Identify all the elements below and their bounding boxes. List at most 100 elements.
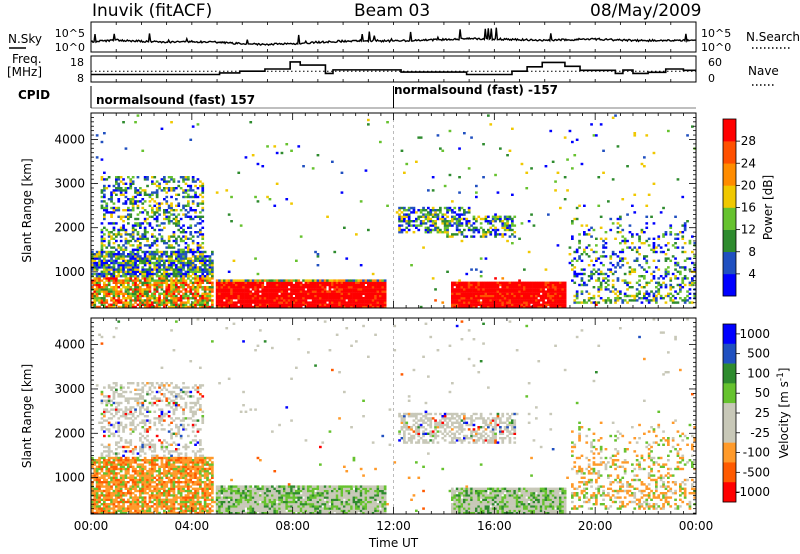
range-time-cell bbox=[518, 292, 521, 295]
range-time-cell bbox=[683, 275, 687, 278]
range-time-cell bbox=[163, 281, 166, 284]
range-time-cell bbox=[211, 299, 214, 302]
range-time-cell bbox=[331, 290, 334, 293]
range-time-cell bbox=[143, 281, 147, 284]
range-time-cell bbox=[155, 305, 159, 309]
range-time-cell bbox=[544, 290, 548, 293]
range-time-cell bbox=[561, 292, 565, 295]
range-time-cell bbox=[583, 250, 586, 254]
range-time-cell bbox=[220, 292, 224, 295]
range-time-cell bbox=[115, 476, 118, 479]
range-time-cell bbox=[655, 299, 658, 302]
range-time-cell bbox=[525, 301, 529, 304]
range-time-cell bbox=[496, 303, 500, 306]
range-time-cell bbox=[110, 408, 113, 411]
range-time-cell bbox=[647, 299, 651, 302]
range-time-cell bbox=[155, 244, 159, 247]
range-time-cell bbox=[280, 305, 284, 309]
range-time-cell bbox=[95, 505, 99, 508]
range-time-cell bbox=[314, 292, 317, 295]
range-time-cell bbox=[208, 299, 212, 302]
range-time-cell bbox=[664, 272, 668, 276]
range-time-cell bbox=[239, 281, 243, 284]
range-time-cell bbox=[247, 283, 250, 287]
range-time-cell bbox=[503, 297, 507, 300]
range-time-cell bbox=[122, 503, 125, 506]
range-time-cell bbox=[107, 259, 111, 262]
range-time-cell bbox=[347, 299, 351, 302]
range-time-cell bbox=[479, 288, 483, 291]
range-time-cell bbox=[175, 222, 178, 225]
range-time-cell bbox=[333, 294, 337, 298]
range-time-cell bbox=[479, 257, 483, 260]
range-time-cell bbox=[458, 281, 461, 284]
range-time-cell bbox=[191, 195, 195, 199]
range-time-cell bbox=[131, 461, 135, 464]
range-time-cell bbox=[129, 505, 133, 508]
range-time-cell bbox=[170, 178, 173, 181]
range-time-cell bbox=[251, 297, 255, 300]
range-time-cell bbox=[143, 226, 147, 229]
range-time-cell bbox=[146, 268, 149, 271]
range-time-cell bbox=[623, 299, 627, 302]
range-time-cell bbox=[575, 217, 579, 221]
range-time-cell bbox=[491, 215, 495, 218]
range-time-cell bbox=[304, 305, 308, 309]
range-time-cell bbox=[117, 198, 121, 201]
range-time-cell bbox=[105, 465, 109, 468]
range-time-cell bbox=[211, 253, 214, 256]
range-time-cell bbox=[110, 511, 113, 515]
range-time-cell bbox=[683, 222, 687, 225]
range-time-cell bbox=[309, 301, 313, 304]
range-time-cell bbox=[117, 290, 121, 293]
range-time-cell bbox=[93, 297, 97, 300]
range-time-cell bbox=[436, 231, 440, 234]
range-time-cell bbox=[614, 266, 617, 269]
range-time-cell bbox=[359, 281, 363, 284]
range-time-cell bbox=[479, 305, 483, 309]
range-time-cell bbox=[511, 294, 514, 298]
range-time-cell bbox=[376, 286, 380, 289]
range-time-cell bbox=[602, 149, 605, 152]
range-time-cell bbox=[163, 242, 166, 245]
range-time-cell bbox=[494, 213, 497, 216]
range-time-cell bbox=[115, 481, 118, 484]
range-time-cell bbox=[431, 224, 435, 227]
range-time-cell bbox=[218, 303, 221, 306]
range-time-cell bbox=[153, 191, 157, 194]
range-time-cell bbox=[655, 297, 658, 300]
range-time-cell bbox=[98, 279, 101, 282]
range-time-cell bbox=[235, 297, 238, 300]
range-time-cell bbox=[103, 195, 106, 199]
range-time-cell bbox=[573, 275, 577, 278]
range-time-cell bbox=[172, 189, 176, 192]
range-time-cell bbox=[177, 290, 181, 293]
range-time-cell bbox=[609, 261, 613, 265]
range-time-cell bbox=[359, 292, 363, 295]
range-time-cell bbox=[155, 237, 159, 240]
range-time-cell bbox=[436, 215, 440, 218]
range-time-cell bbox=[184, 255, 188, 258]
range-time-cell bbox=[489, 288, 493, 291]
range-time-cell bbox=[691, 283, 694, 287]
range-time-cell bbox=[119, 415, 123, 418]
range-time-cell bbox=[614, 297, 617, 300]
range-time-cell bbox=[182, 288, 185, 291]
range-time-cell bbox=[563, 281, 567, 284]
range-time-cell bbox=[160, 279, 164, 282]
range-time-cell bbox=[153, 235, 157, 238]
range-time-cell bbox=[628, 224, 632, 227]
range-time-cell bbox=[268, 198, 272, 201]
range-time-cell bbox=[175, 204, 178, 207]
range-time-cell bbox=[309, 297, 313, 300]
range-time-cell bbox=[124, 417, 128, 420]
range-time-cell bbox=[211, 272, 214, 276]
range-time-cell bbox=[127, 382, 130, 385]
range-time-cell bbox=[112, 456, 116, 460]
range-time-cell bbox=[347, 279, 351, 282]
range-time-cell bbox=[232, 297, 236, 300]
range-time-cell bbox=[105, 272, 109, 276]
range-time-cell bbox=[184, 250, 188, 254]
range-time-cell bbox=[683, 242, 687, 245]
range-time-cell bbox=[117, 421, 121, 424]
